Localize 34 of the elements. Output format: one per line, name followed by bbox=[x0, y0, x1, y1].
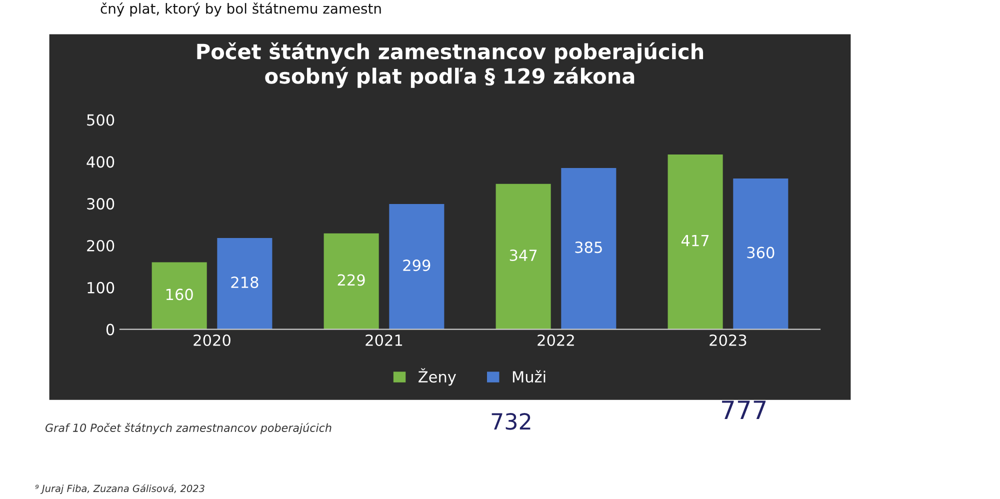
y-tick-label: 400 bbox=[86, 156, 114, 168]
text: 732 bbox=[492, 413, 530, 430]
y-tick-label: 100 bbox=[88, 282, 114, 294]
bar bbox=[324, 233, 379, 330]
chart-title: Počet štátnych zamestnancov poberajúcich osobný plat podľa § 129 zákona bbox=[197, 42, 704, 88]
data-label: 385 bbox=[575, 242, 602, 254]
bar bbox=[561, 168, 616, 330]
text: 777 bbox=[722, 400, 766, 419]
bar bbox=[152, 262, 207, 330]
text: Graf 10 Počet štátnych zamestnancov poberajúcich bbox=[46, 422, 332, 434]
x-tick-label: 2020 bbox=[194, 334, 230, 346]
data-label: 229 bbox=[338, 274, 365, 286]
y-tick-label: 500 bbox=[87, 114, 114, 126]
text: ⁹ Juraj Fiba, Zuzana Gálisová, 2023 bbox=[35, 484, 204, 494]
bar bbox=[733, 178, 788, 330]
legend-label: Muži bbox=[512, 370, 546, 383]
bar bbox=[496, 184, 551, 330]
data-label: 347 bbox=[510, 249, 537, 262]
data-label: 417 bbox=[681, 235, 709, 246]
data-label: 360 bbox=[747, 246, 774, 258]
x-tick-label: 2023 bbox=[710, 334, 746, 346]
data-label: 218 bbox=[231, 276, 258, 288]
text: čný plat, ktorý by bol štátnemu zamestn bbox=[100, 2, 381, 16]
x-tick-label: 2022 bbox=[538, 334, 574, 346]
bar bbox=[668, 154, 723, 330]
legend-label: Ženy bbox=[418, 368, 456, 386]
y-tick-label: 0 bbox=[106, 324, 114, 336]
data-label: 299 bbox=[403, 260, 430, 272]
data-label: 160 bbox=[166, 288, 193, 300]
bar bbox=[389, 204, 444, 330]
y-tick-label: 300 bbox=[87, 198, 114, 210]
x-tick-label: 2021 bbox=[366, 334, 402, 346]
y-tick-label: 200 bbox=[87, 240, 114, 252]
bar bbox=[217, 238, 272, 330]
